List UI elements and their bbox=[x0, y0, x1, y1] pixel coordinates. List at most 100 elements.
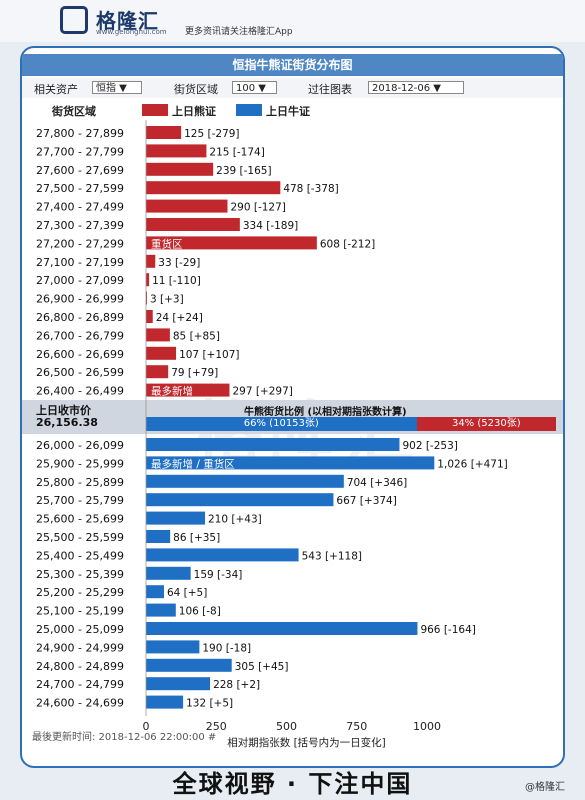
bull-bar bbox=[146, 493, 334, 507]
bear-value-label: 33 [-29] bbox=[158, 257, 200, 269]
watermark-text: @格隆汇 bbox=[525, 782, 565, 793]
close-value: 26,156.38 bbox=[36, 416, 98, 429]
bear-value-label: 608 [-212] bbox=[320, 238, 375, 250]
bull-range-label: 25,900 - 25,999 bbox=[36, 457, 124, 470]
ratio-title: 牛熊街货比例 (以相对期指张数计算) bbox=[244, 407, 407, 418]
bear-bar bbox=[146, 126, 182, 139]
bull-ratio-bar: 66% (10153张) bbox=[146, 417, 417, 431]
bull-value-label: 159 [-34] bbox=[194, 569, 243, 581]
bear-bar bbox=[146, 291, 147, 305]
close-ratio-band: 上日收市价 26,156.38 牛熊街货比例 (以相对期指张数计算) 66% (… bbox=[22, 400, 563, 434]
bull-note-label: 最多新增 / 重货区 bbox=[151, 457, 235, 470]
bear-value-label: 24 [+24] bbox=[156, 312, 203, 324]
updated-time: 最後更新时间: 2018-12-06 22:00:00 # bbox=[32, 732, 217, 743]
bear-bar bbox=[146, 365, 169, 379]
bear-value-label: 3 [+3] bbox=[150, 294, 184, 306]
chart-card: 恒指牛熊证街货分布图 相关资产 恒指 ▼ 街货区域 100 ▼ 过往图表 201… bbox=[20, 46, 565, 768]
bear-range-label: 26,900 - 26,999 bbox=[36, 293, 124, 306]
bear-bar bbox=[146, 346, 177, 360]
bull-range-label: 25,400 - 25,499 bbox=[36, 549, 124, 562]
bull-range-label: 26,000 - 26,099 bbox=[36, 439, 124, 452]
bear-value-label: 79 [+79] bbox=[171, 367, 218, 379]
bull-value-label: 86 [+35] bbox=[173, 532, 220, 544]
bear-bar bbox=[146, 181, 281, 195]
bear-value-label: 478 [-378] bbox=[283, 183, 338, 195]
bear-bar bbox=[146, 383, 230, 397]
bull-value-label: 132 [+5] bbox=[186, 698, 233, 710]
bull-value-label: 228 [+2] bbox=[213, 679, 260, 691]
bull-value-label: 902 [-253] bbox=[402, 440, 457, 452]
bull-range-label: 24,900 - 24,999 bbox=[36, 641, 124, 654]
logo-url: www.gelonghui.com bbox=[96, 28, 167, 36]
range-select-value: 100 bbox=[236, 83, 256, 94]
range-select[interactable]: 100 ▼ bbox=[232, 81, 277, 94]
column-header: 街货区域 bbox=[52, 105, 96, 118]
filter-bar: 相关资产 恒指 ▼ 街货区域 100 ▼ 过往图表 2018-12-06 ▼ bbox=[22, 78, 563, 98]
bear-value-label: 290 [-127] bbox=[230, 202, 285, 214]
bear-legend-label: 上日熊证 bbox=[172, 105, 216, 118]
bear-range-label: 27,400 - 27,499 bbox=[36, 201, 124, 214]
bull-range-label: 25,200 - 25,299 bbox=[36, 586, 124, 599]
asset-label: 相关资产 bbox=[34, 83, 78, 96]
bull-value-label: 1,026 [+471] bbox=[437, 458, 507, 470]
bear-range-label: 27,100 - 27,199 bbox=[36, 256, 124, 269]
bear-bar bbox=[146, 162, 214, 176]
bull-range-label: 25,000 - 25,099 bbox=[36, 623, 124, 636]
bear-range-label: 27,700 - 27,799 bbox=[36, 145, 124, 158]
x-axis-title: 相对期指张数 [括号内为一日变化] bbox=[227, 736, 386, 748]
bull-value-label: 64 [+5] bbox=[167, 587, 207, 599]
bear-bar bbox=[146, 144, 207, 158]
bull-value-label: 190 [-18] bbox=[202, 642, 251, 654]
bear-range-label: 26,400 - 26,499 bbox=[36, 385, 124, 398]
bull-value-label: 667 [+374] bbox=[336, 495, 396, 507]
logo-icon bbox=[60, 6, 88, 34]
bull-value-label: 106 [-8] bbox=[179, 606, 221, 618]
bull-range-label: 25,800 - 25,899 bbox=[36, 476, 124, 489]
bear-bar bbox=[146, 218, 240, 231]
bull-range-label: 25,700 - 25,799 bbox=[36, 494, 124, 507]
bull-range-label: 24,800 - 24,899 bbox=[36, 660, 124, 673]
bear-value-label: 125 [-279] bbox=[184, 128, 239, 140]
bear-range-label: 27,300 - 27,399 bbox=[36, 219, 124, 232]
app-header: 格隆汇 www.gelonghui.com 更多资讯请关注格隆汇App bbox=[0, 0, 585, 42]
asset-select-value: 恒指 bbox=[96, 83, 116, 94]
bull-bar bbox=[146, 603, 176, 617]
bear-range-label: 26,800 - 26,899 bbox=[36, 311, 124, 324]
bear-note-label: 最多新增 bbox=[151, 385, 193, 398]
bull-range-label: 25,100 - 25,199 bbox=[36, 605, 124, 618]
close-label: 上日收市价 bbox=[36, 404, 91, 417]
bear-bar bbox=[146, 199, 228, 213]
bear-value-label: 334 [-189] bbox=[243, 220, 298, 232]
x-tick-label: 1000 bbox=[413, 720, 441, 733]
legend-row: 街货区域 上日熊证 上日牛证 bbox=[22, 100, 563, 120]
history-select[interactable]: 2018-12-06 ▼ bbox=[368, 81, 464, 94]
bull-bar bbox=[146, 474, 344, 488]
bull-value-label: 305 [+45] bbox=[235, 661, 289, 673]
history-select-value: 2018-12-06 bbox=[372, 83, 431, 94]
bull-bar bbox=[146, 456, 435, 470]
bull-value-label: 210 [+43] bbox=[208, 514, 262, 526]
bear-value-label: 297 [+297] bbox=[232, 386, 292, 398]
bear-range-label: 27,200 - 27,299 bbox=[36, 237, 124, 250]
bull-bar bbox=[146, 530, 171, 543]
bear-note-label: 重货区 bbox=[151, 237, 183, 250]
bear-bar bbox=[146, 254, 156, 268]
bear-range-label: 27,000 - 27,099 bbox=[36, 274, 124, 287]
header-tagline: 更多资讯请关注格隆汇App bbox=[185, 27, 293, 37]
bear-value-label: 85 [+85] bbox=[173, 330, 220, 342]
bull-bar bbox=[146, 585, 164, 599]
x-tick-label: 250 bbox=[206, 720, 227, 733]
logo-name: 格隆汇 bbox=[96, 9, 159, 33]
asset-select[interactable]: 恒指 ▼ bbox=[92, 81, 142, 94]
bull-value-label: 704 [+346] bbox=[347, 477, 407, 489]
range-label: 街货区域 bbox=[174, 83, 218, 96]
bear-range-label: 26,600 - 26,699 bbox=[36, 348, 124, 361]
bear-bar bbox=[146, 310, 153, 323]
bear-value-label: 107 [+107] bbox=[179, 349, 239, 361]
bear-value-label: 215 [-174] bbox=[209, 146, 264, 158]
history-label: 过往图表 bbox=[308, 83, 352, 96]
bull-value-label: 966 [-164] bbox=[420, 624, 475, 636]
bull-value-label: 543 [+118] bbox=[302, 550, 362, 562]
bear-ratio-bar: 34% (5230张) bbox=[416, 417, 556, 431]
